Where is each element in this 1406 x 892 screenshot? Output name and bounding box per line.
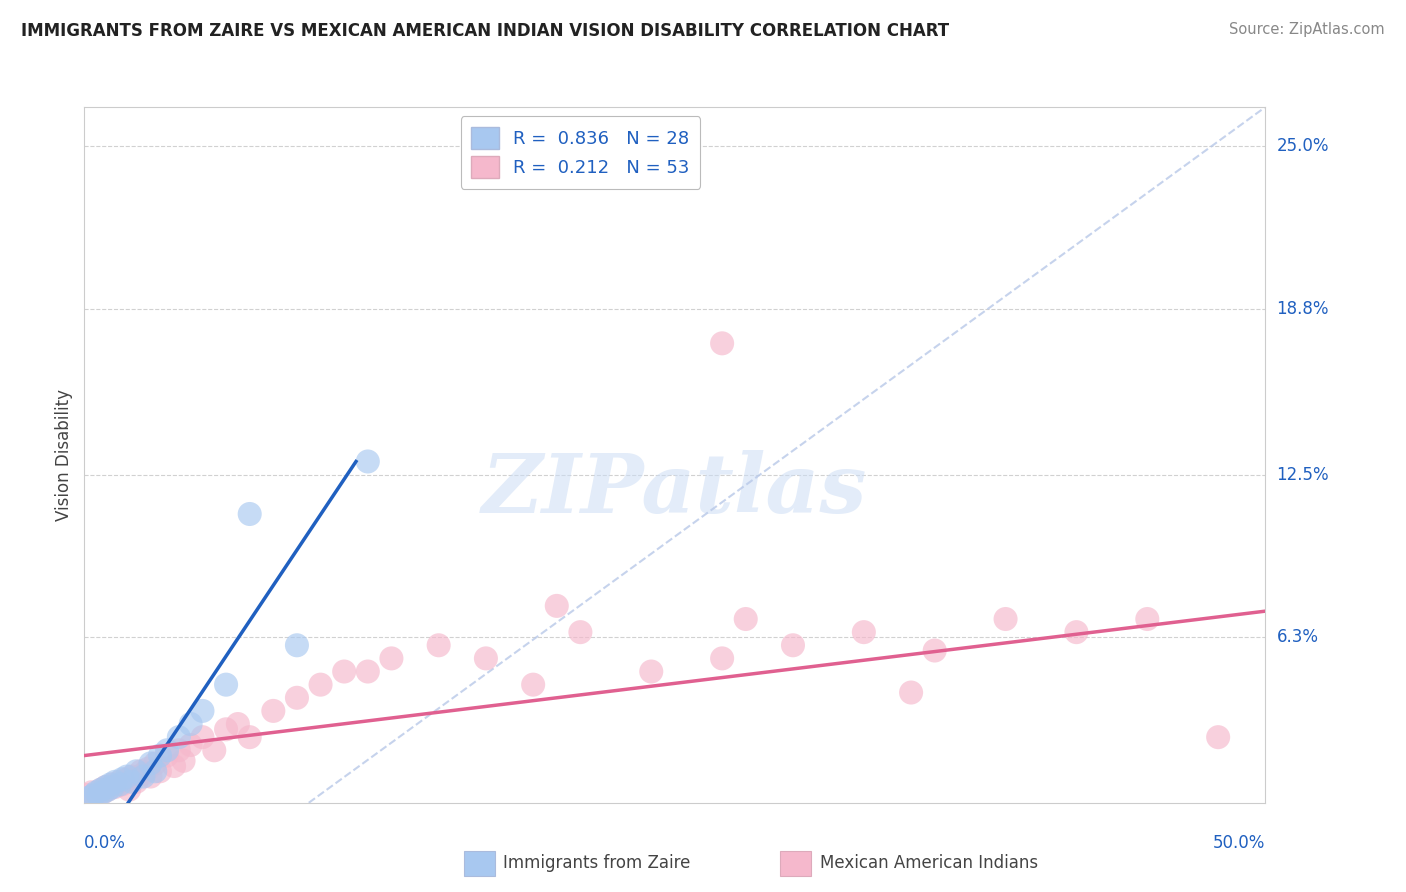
Point (139, 756, 162, 771)
Point (115, 770, 138, 784)
Point (239, 730, 262, 744)
Point (104, 780, 127, 794)
Point (90, 782, 112, 797)
Point (711, 651, 734, 665)
Point (167, 743, 190, 757)
Point (167, 730, 190, 744)
Point (125, 764, 148, 779)
Point (132, 767, 155, 781)
Point (87, 788, 110, 802)
Point (94, 780, 117, 794)
Point (121, 774, 143, 789)
Point (84, 788, 107, 802)
Point (80, 785, 103, 799)
Point (143, 756, 166, 771)
Point (104, 774, 127, 789)
Point (782, 638, 804, 652)
Point (143, 764, 166, 779)
Text: Source: ZipAtlas.com: Source: ZipAtlas.com (1229, 22, 1385, 37)
Point (118, 782, 141, 797)
Point (640, 665, 662, 679)
Point (108, 774, 131, 789)
Point (111, 772, 134, 787)
Point (900, 685, 922, 699)
Point (108, 777, 131, 791)
Point (546, 599, 568, 613)
Point (569, 625, 592, 640)
Point (149, 748, 172, 763)
Point (91, 785, 114, 799)
Point (180, 738, 202, 752)
Point (132, 770, 155, 784)
Point (734, 612, 756, 626)
Point (522, 678, 544, 692)
Point (90, 782, 112, 797)
Point (285, 638, 308, 652)
Text: ZIPatlas: ZIPatlas (482, 450, 868, 530)
Text: 25.0%: 25.0% (1277, 137, 1329, 155)
Point (125, 774, 148, 789)
Point (924, 643, 946, 657)
Point (711, 336, 734, 351)
Point (380, 651, 402, 665)
Point (129, 764, 152, 779)
Point (76, 788, 98, 802)
Text: Immigrants from Zaire: Immigrants from Zaire (503, 855, 690, 872)
Point (285, 690, 308, 705)
Legend: R =  0.836   N = 28, R =  0.212   N = 53: R = 0.836 N = 28, R = 0.212 N = 53 (461, 116, 700, 189)
Point (94, 780, 117, 794)
Point (262, 704, 284, 718)
Point (191, 704, 214, 718)
Point (83, 788, 105, 802)
Point (215, 723, 238, 737)
Point (121, 770, 143, 784)
Point (101, 777, 124, 791)
Point (163, 759, 186, 773)
Point (77, 790, 100, 805)
Point (202, 743, 225, 757)
Point (215, 678, 238, 692)
Text: IMMIGRANTS FROM ZAIRE VS MEXICAN AMERICAN INDIAN VISION DISABILITY CORRELATION C: IMMIGRANTS FROM ZAIRE VS MEXICAN AMERICA… (21, 22, 949, 40)
Text: 12.5%: 12.5% (1277, 466, 1329, 483)
Point (156, 743, 179, 757)
Point (84, 785, 107, 799)
Point (149, 764, 172, 779)
Point (180, 717, 202, 731)
Text: 6.3%: 6.3% (1277, 628, 1319, 647)
Point (239, 507, 262, 521)
Text: Mexican American Indians: Mexican American Indians (820, 855, 1038, 872)
Point (91, 785, 114, 799)
Point (191, 730, 214, 744)
Point (101, 780, 124, 794)
Point (475, 651, 498, 665)
Point (111, 777, 134, 791)
Point (115, 772, 138, 787)
Point (357, 665, 380, 679)
Point (97, 782, 120, 797)
Point (1206, 730, 1229, 744)
Text: 50.0%: 50.0% (1213, 834, 1265, 852)
Point (309, 678, 332, 692)
Text: 18.8%: 18.8% (1277, 301, 1329, 318)
Text: 0.0%: 0.0% (84, 834, 127, 852)
Point (357, 454, 380, 468)
Y-axis label: Vision Disability: Vision Disability (55, 389, 73, 521)
Point (173, 754, 195, 768)
Point (1136, 612, 1159, 626)
Point (136, 762, 159, 776)
Point (852, 625, 875, 640)
Point (427, 638, 450, 652)
Point (97, 782, 120, 797)
Point (226, 717, 249, 731)
Point (139, 770, 162, 784)
Point (333, 665, 356, 679)
Point (156, 748, 179, 763)
Point (994, 612, 1017, 626)
Point (98, 777, 121, 791)
Point (1066, 625, 1088, 640)
